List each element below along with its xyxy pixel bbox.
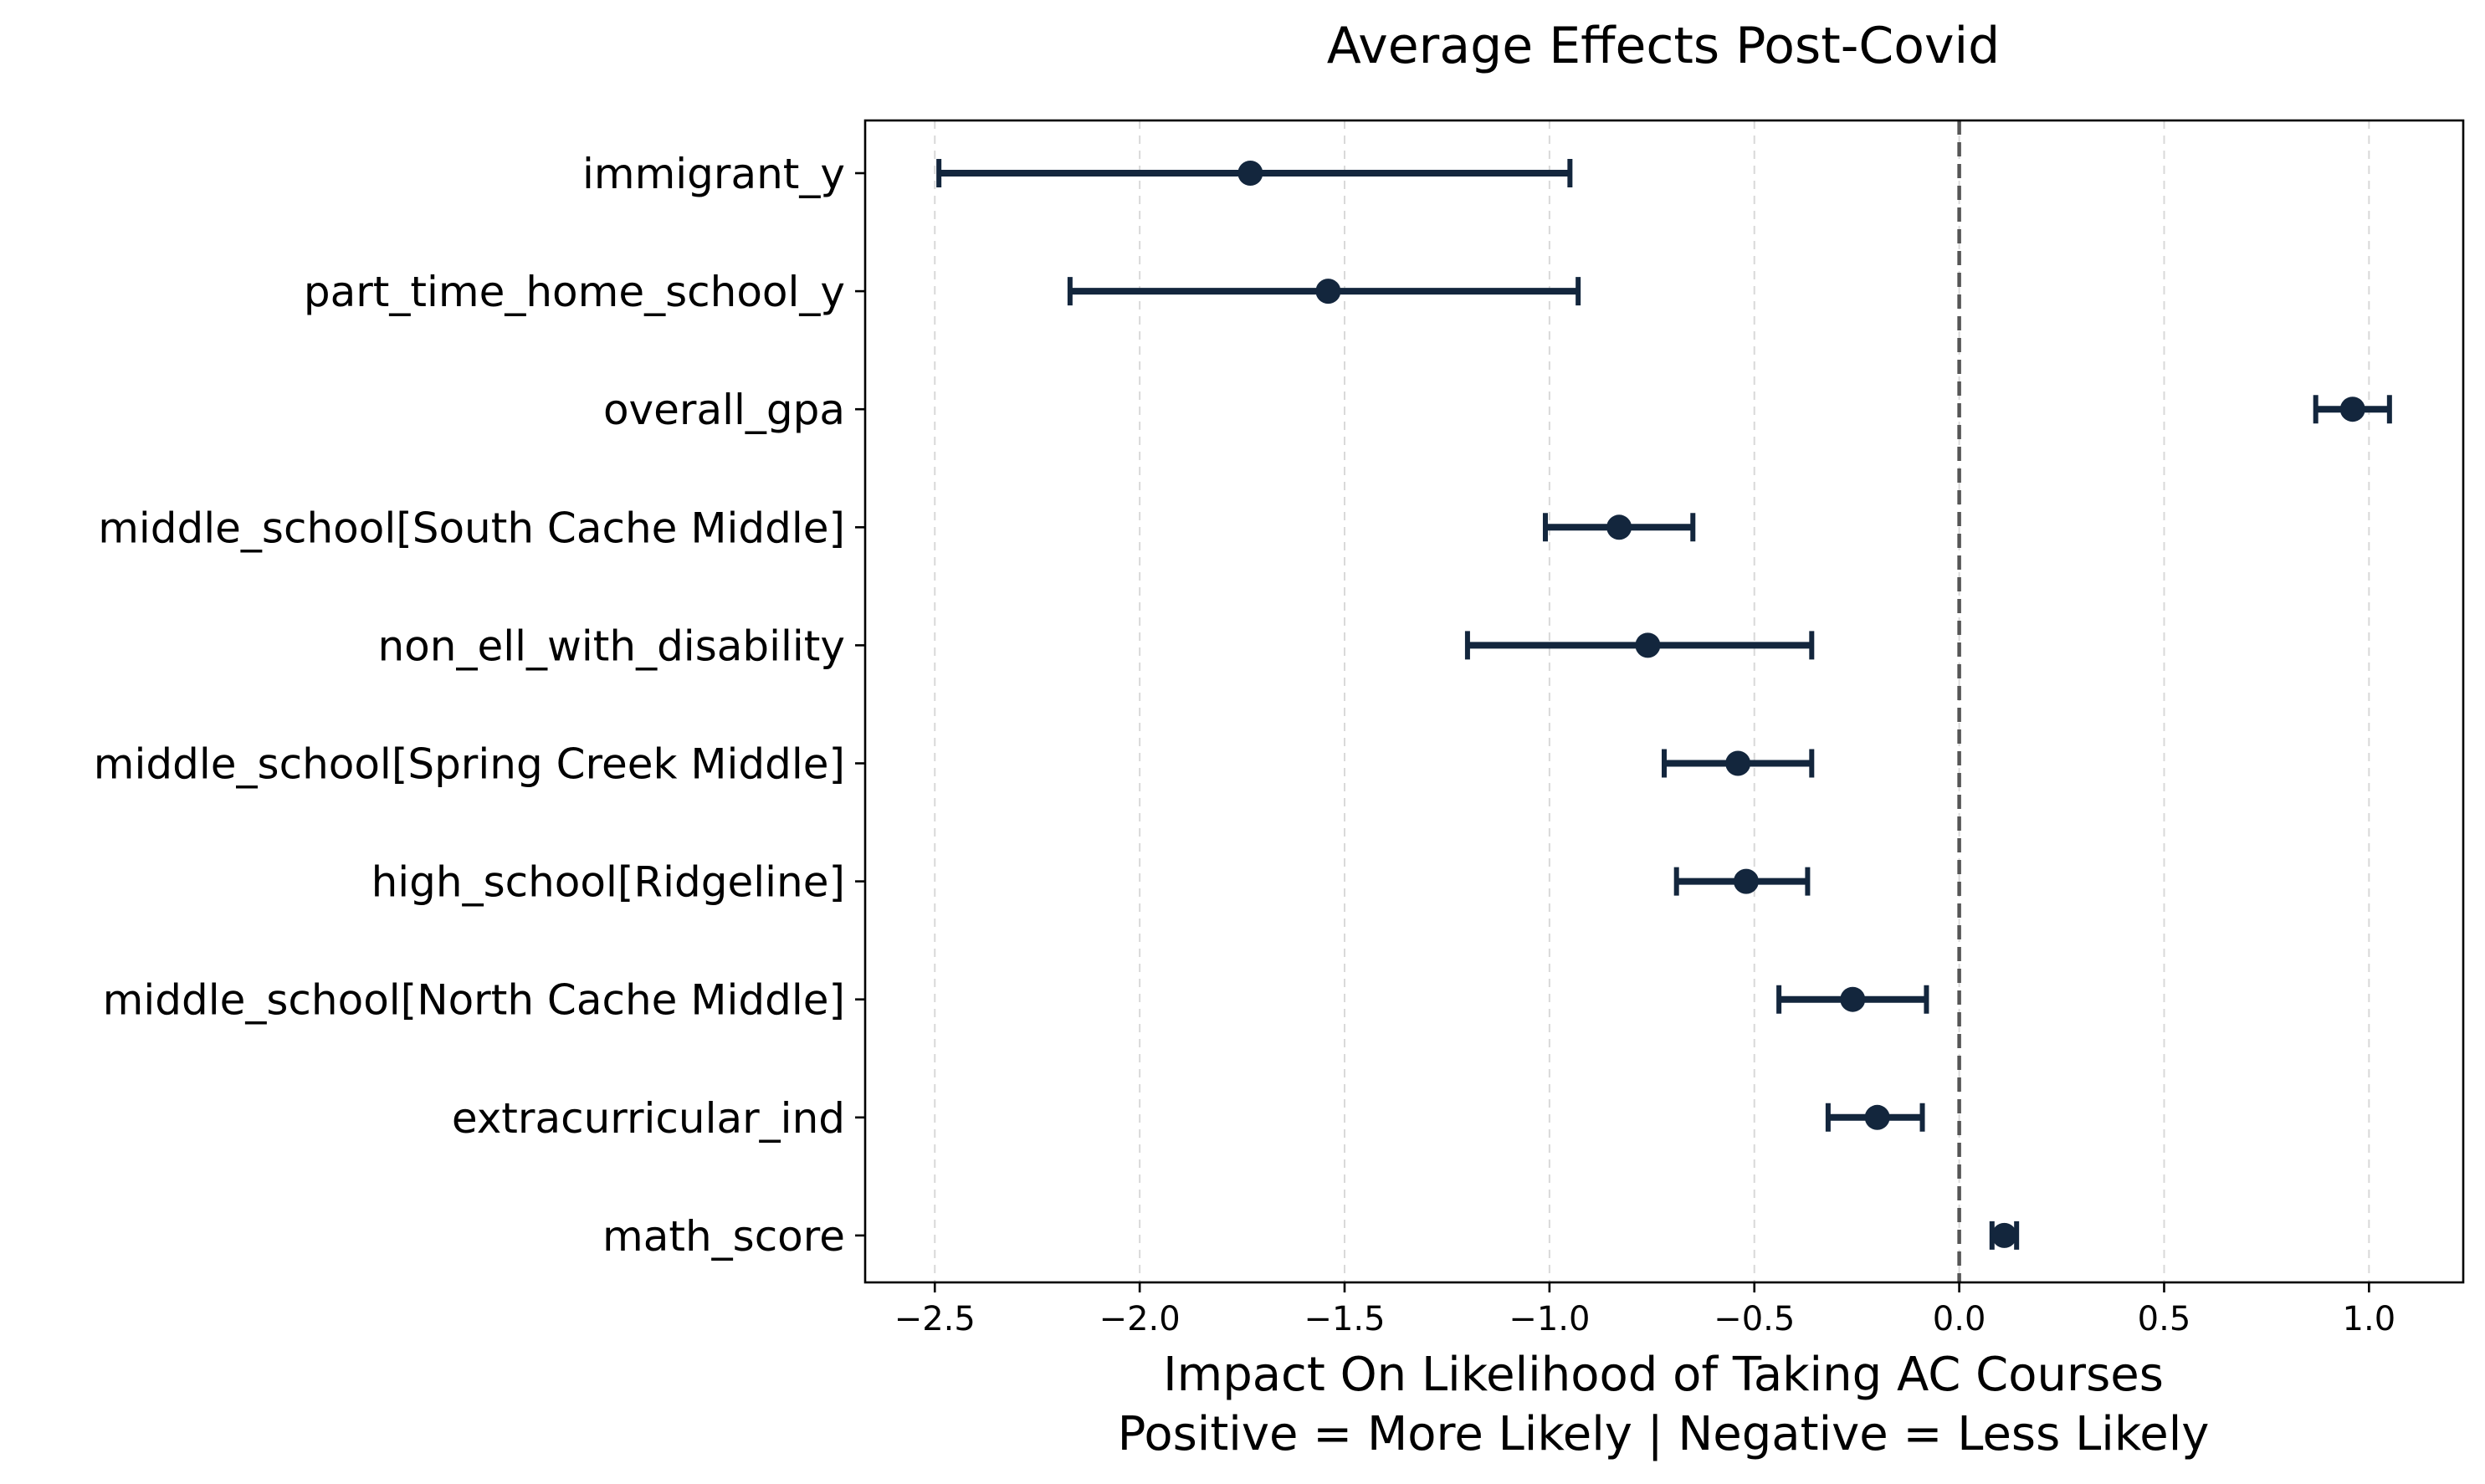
y-tick-label: non_ell_with_disability xyxy=(377,622,845,670)
y-tick-label: overall_gpa xyxy=(603,386,845,434)
series-layer xyxy=(936,159,2392,1250)
point-estimate xyxy=(1840,986,1866,1012)
error-bar-row xyxy=(2313,395,2392,424)
y-tick-label: math_score xyxy=(602,1212,845,1261)
point-estimate xyxy=(1237,161,1263,186)
error-bar-row xyxy=(1989,1220,2020,1250)
x-tick-label: −1.5 xyxy=(1304,1300,1385,1338)
y-tick-label: middle_school[South Cache Middle] xyxy=(98,504,845,552)
point-estimate xyxy=(1991,1222,2017,1248)
plot-area-frame xyxy=(863,119,2465,1284)
point-estimate xyxy=(1315,279,1341,304)
x-tick-label: 0.5 xyxy=(2138,1300,2191,1338)
error-bar-row xyxy=(1464,631,1815,660)
y-tick-label: part_time_home_school_y xyxy=(304,268,845,316)
error-bar-row xyxy=(1825,1103,1925,1132)
error-bar-row xyxy=(1067,277,1581,306)
point-estimate xyxy=(1635,632,1661,658)
x-tick-label: −1.0 xyxy=(1509,1300,1590,1338)
error-bar-row xyxy=(1776,985,1929,1014)
point-estimate xyxy=(1606,514,1632,540)
x-tick-label: 1.0 xyxy=(2343,1300,2396,1338)
point-estimate xyxy=(1733,868,1759,894)
y-tick-label: middle_school[Spring Creek Middle] xyxy=(94,740,845,789)
point-estimate xyxy=(1725,750,1751,776)
point-estimate xyxy=(2339,397,2365,422)
x-tick-label: −0.5 xyxy=(1714,1300,1795,1338)
y-tick-label: extracurricular_ind xyxy=(452,1094,845,1143)
error-bar-row xyxy=(1542,513,1696,542)
x-axis-label-line2: Positive = More Likely | Negative = Less… xyxy=(1118,1407,2210,1461)
y-tick-label: high_school[Ridgeline] xyxy=(371,858,845,907)
x-tick-label: −2.5 xyxy=(894,1300,976,1338)
error-bar-row xyxy=(1662,749,1815,778)
chart-title: Average Effects Post-Covid xyxy=(1327,17,2001,75)
x-axis-label-line1: Impact On Likelihood of Taking AC Course… xyxy=(1163,1348,2164,1402)
x-tick-label: 0.0 xyxy=(1933,1300,1986,1338)
x-tick-layer: −2.5 −2.0 −1.5 −1.0 −0.5 0.0 0.5 1.0 xyxy=(894,1282,2395,1338)
error-bar-row xyxy=(1673,867,1811,896)
y-tick-label: immigrant_y xyxy=(582,150,845,198)
error-bar-row xyxy=(936,159,1573,187)
y-tick-layer: immigrant_y part_time_home_school_yoveral… xyxy=(94,150,865,1261)
grid-layer xyxy=(934,120,2370,1282)
point-estimate xyxy=(1864,1104,1890,1130)
y-tick-label: middle_school[North Cache Middle] xyxy=(103,976,845,1025)
x-tick-label: −2.0 xyxy=(1099,1300,1181,1338)
